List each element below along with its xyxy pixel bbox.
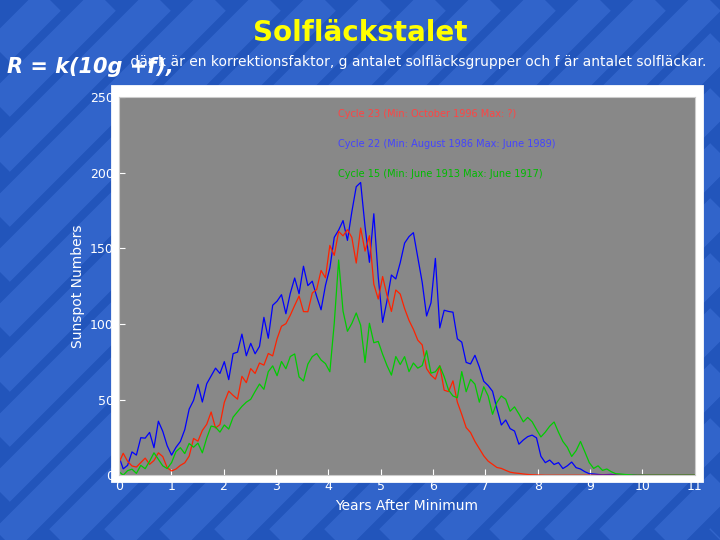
Text: Cycle 22 (Min: August 1986 Max: June 1989): Cycle 22 (Min: August 1986 Max: June 198… (338, 139, 555, 149)
X-axis label: Years After Minimum: Years After Minimum (336, 498, 478, 512)
Text: Cycle 23 (Min: October 1996 Max: ?): Cycle 23 (Min: October 1996 Max: ?) (338, 109, 516, 119)
Text: Cycle 15 (Min: June 1913 Max: June 1917): Cycle 15 (Min: June 1913 Max: June 1917) (338, 169, 542, 179)
Text: Solfläckstalet: Solfläckstalet (253, 19, 467, 47)
Text: där k är en korrektionsfaktor, g antalet solfläcksgrupper och f är antalet solfl: där k är en korrektionsfaktor, g antalet… (126, 55, 706, 69)
Text: R = k(10g +f),: R = k(10g +f), (7, 57, 174, 77)
Y-axis label: Sunspot Numbers: Sunspot Numbers (71, 225, 84, 348)
